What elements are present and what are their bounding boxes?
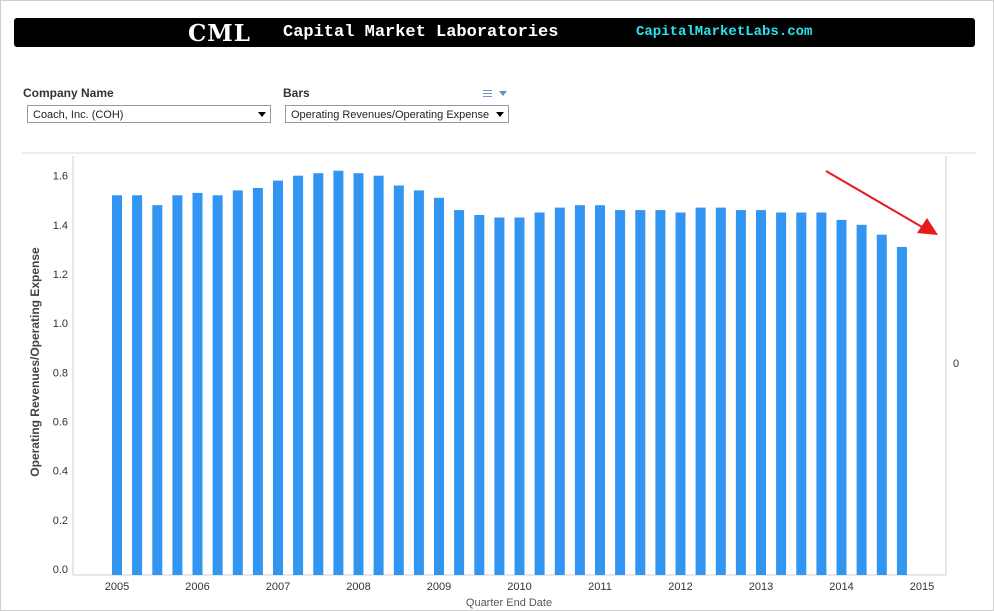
bar[interactable] bbox=[353, 173, 364, 575]
bar[interactable] bbox=[474, 215, 485, 575]
company-name-label: Company Name bbox=[23, 86, 114, 100]
y-tick-label: 1.6 bbox=[53, 171, 68, 183]
bar[interactable] bbox=[816, 212, 827, 576]
bar[interactable] bbox=[112, 195, 122, 576]
bar[interactable] bbox=[273, 180, 283, 575]
y-tick-label: 0.4 bbox=[53, 466, 68, 478]
bar[interactable] bbox=[595, 205, 605, 575]
bar[interactable] bbox=[212, 195, 223, 576]
bar[interactable] bbox=[293, 175, 304, 575]
bar[interactable] bbox=[776, 212, 787, 576]
x-tick-label: 2005 bbox=[105, 581, 129, 593]
x-tick-label: 2012 bbox=[668, 581, 692, 593]
bars-select-value: Operating Revenues/Operating Expense bbox=[291, 109, 490, 121]
bar[interactable] bbox=[756, 210, 766, 575]
x-tick-label: 2007 bbox=[266, 581, 290, 593]
x-axis-title: Quarter End Date bbox=[466, 597, 552, 609]
company-select[interactable]: Coach, Inc. (COH) bbox=[27, 105, 271, 123]
bar[interactable] bbox=[514, 217, 525, 576]
bar[interactable] bbox=[836, 219, 847, 575]
bar[interactable] bbox=[373, 175, 384, 575]
y-tick-label: 0.6 bbox=[53, 417, 68, 429]
y-tick-label: 0.8 bbox=[53, 367, 68, 379]
bar[interactable] bbox=[554, 207, 565, 575]
x-tick-label: 2010 bbox=[507, 581, 531, 593]
bars-select[interactable]: Operating Revenues/Operating Expense bbox=[285, 105, 509, 123]
bar[interactable] bbox=[856, 224, 867, 576]
bar[interactable] bbox=[192, 192, 203, 575]
bar[interactable] bbox=[735, 210, 746, 575]
bar[interactable] bbox=[574, 205, 585, 575]
bar[interactable] bbox=[655, 210, 666, 575]
bar[interactable] bbox=[132, 195, 143, 576]
cml-logo: CML bbox=[188, 20, 251, 47]
x-axis-ticks: 2005 2006 2007 2008 2009 2010 2011 2012 2013 2014… bbox=[105, 581, 934, 593]
y-axis-title: Operating Revenues/Operating Expense bbox=[28, 247, 42, 477]
bar[interactable] bbox=[896, 247, 907, 575]
x-tick-label: 2014 bbox=[829, 581, 853, 593]
bars-label: Bars bbox=[283, 86, 310, 100]
bar[interactable] bbox=[313, 173, 324, 575]
bar[interactable] bbox=[675, 212, 686, 576]
brand-url-link[interactable]: CapitalMarketLabs.com bbox=[636, 24, 813, 40]
bar[interactable] bbox=[715, 207, 726, 575]
bar[interactable] bbox=[152, 205, 163, 575]
header-banner: CML Capital Market Laboratories CapitalM… bbox=[14, 18, 975, 47]
bar[interactable] bbox=[796, 212, 807, 576]
y-tick-label: 1.0 bbox=[53, 318, 68, 330]
bar[interactable] bbox=[615, 210, 626, 575]
menu-caret-icon[interactable] bbox=[499, 91, 507, 96]
list-menu-icon[interactable] bbox=[483, 90, 492, 99]
chevron-down-icon bbox=[496, 112, 504, 117]
bar[interactable] bbox=[635, 210, 646, 575]
bar[interactable] bbox=[695, 207, 706, 575]
bar[interactable] bbox=[534, 212, 545, 576]
bar[interactable] bbox=[413, 190, 424, 575]
y-tick-label: 0.0 bbox=[53, 564, 68, 576]
trend-annotation-arrow bbox=[825, 170, 938, 235]
x-tick-label: 2009 bbox=[427, 581, 451, 593]
bar[interactable] bbox=[393, 185, 404, 576]
bar[interactable] bbox=[172, 195, 183, 576]
chevron-down-icon bbox=[258, 112, 266, 117]
bars-group bbox=[112, 170, 907, 576]
company-select-value: Coach, Inc. (COH) bbox=[33, 109, 124, 121]
bar[interactable] bbox=[333, 170, 344, 575]
y-tick-label: 0.2 bbox=[53, 515, 68, 527]
brand-name: Capital Market Laboratories bbox=[283, 23, 559, 42]
x-tick-label: 2011 bbox=[588, 581, 612, 593]
y-tick-label: 1.4 bbox=[53, 220, 68, 232]
secondary-axis-tick: 0 bbox=[953, 358, 959, 370]
bar[interactable] bbox=[434, 197, 444, 576]
x-tick-label: 2013 bbox=[749, 581, 773, 593]
bar[interactable] bbox=[494, 217, 505, 576]
bar[interactable] bbox=[876, 234, 887, 575]
x-tick-label: 2015 bbox=[910, 581, 934, 593]
bar[interactable] bbox=[252, 188, 263, 575]
y-tick-label: 1.2 bbox=[53, 269, 68, 281]
bar[interactable] bbox=[232, 190, 243, 575]
bar[interactable] bbox=[454, 210, 465, 575]
x-tick-label: 2006 bbox=[185, 581, 209, 593]
y-axis-ticks: 0.0 0.2 0.4 0.6 0.8 1.0 1.2 1.4 1.6 bbox=[53, 171, 68, 576]
x-tick-label: 2008 bbox=[346, 581, 370, 593]
